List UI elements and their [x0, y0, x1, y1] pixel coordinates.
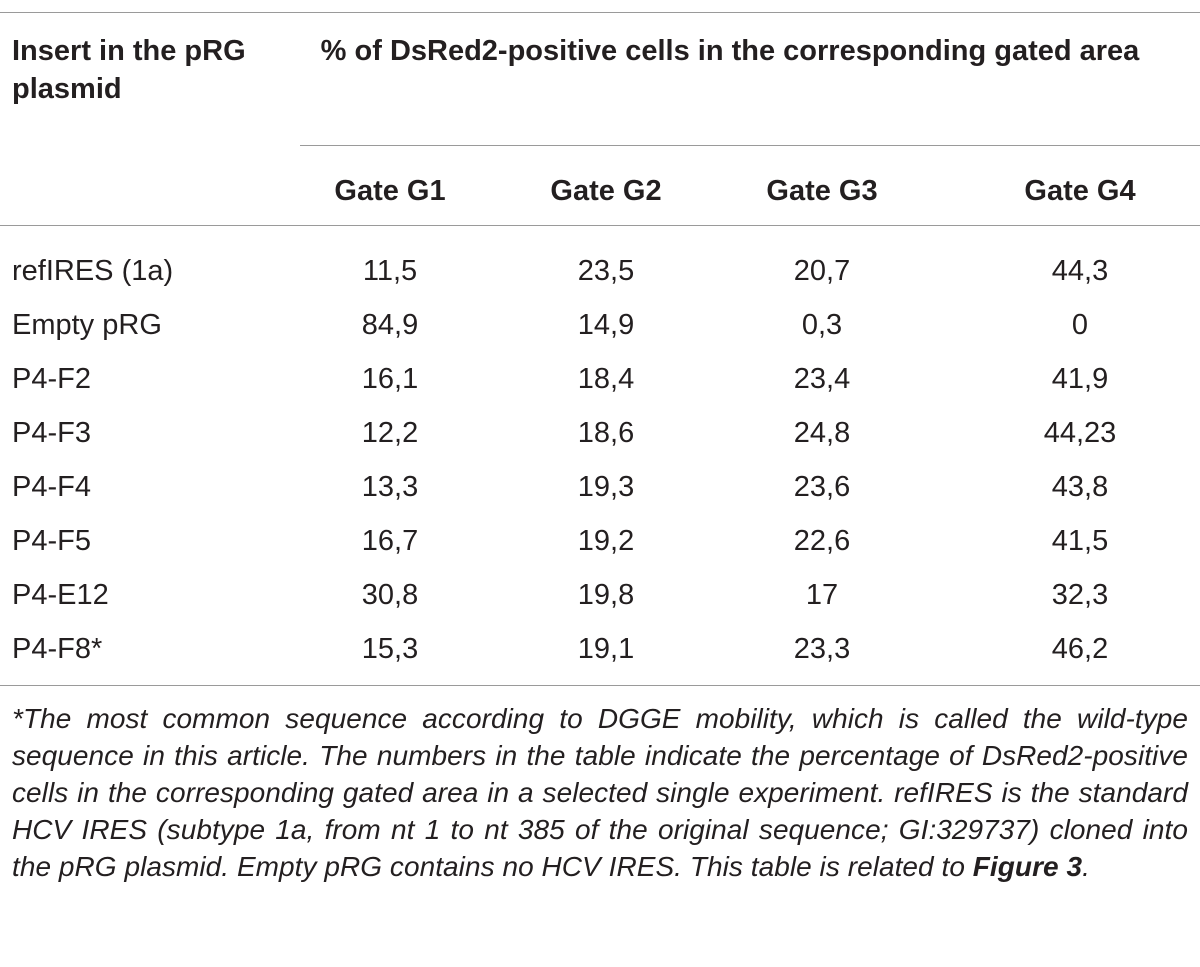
cell-gate-g4: 44,3: [1051, 255, 1109, 287]
footnote-end: .: [1082, 851, 1090, 882]
column-header-gate-g4: Gate G4: [1024, 175, 1136, 207]
figure-reference-link[interactable]: Figure 3: [972, 851, 1083, 882]
cell-gate-g2: 19,1: [577, 633, 635, 665]
cell-gate-g2: 19,2: [577, 525, 635, 557]
table-row: P4-F3 12,2 18,6 24,8 44,23: [0, 406, 1200, 460]
cell-gate-g4: 43,8: [1051, 471, 1109, 503]
cell-gate-g1: 30,8: [361, 579, 419, 611]
column-header-gate-g2: Gate G2: [550, 175, 662, 207]
cell-gate-g1: 15,3: [361, 633, 419, 665]
table-footnote: *The most common sequence according to D…: [12, 700, 1188, 885]
cell-gate-g4: 32,3: [1051, 579, 1109, 611]
cell-gate-g2: 18,4: [577, 363, 635, 395]
table-row: P4-F8* 15,3 19,1 23,3 46,2: [0, 622, 1200, 676]
header-bottom-rule: [0, 225, 1200, 226]
row-label: P4-F5: [12, 525, 91, 557]
table-row: refIRES (1a) 11,5 23,5 20,7 44,3: [0, 244, 1200, 298]
table-row: P4-F4 13,3 19,3 23,6 43,8: [0, 460, 1200, 514]
row-label: Empty pRG: [12, 309, 162, 341]
cell-gate-g4: 41,5: [1051, 525, 1109, 557]
cell-gate-g3: 23,3: [793, 633, 851, 665]
column-header-gate-g3: Gate G3: [766, 175, 878, 207]
column-header-gate-g1: Gate G1: [334, 175, 446, 207]
row-label: P4-E12: [12, 579, 109, 611]
cell-gate-g3: 0,3: [801, 309, 843, 341]
cell-gate-g4: 0: [1071, 309, 1089, 341]
cell-gate-g3: 23,6: [793, 471, 851, 503]
row-label: refIRES (1a): [12, 255, 174, 287]
row-label: P4-F4: [12, 471, 91, 503]
cell-gate-g4: 46,2: [1051, 633, 1109, 665]
cell-gate-g3: 17: [805, 579, 839, 611]
column-header-insert: Insert in the pRG plasmid: [12, 35, 246, 105]
cell-gate-g4: 41,9: [1051, 363, 1109, 395]
cell-gate-g3: 20,7: [793, 255, 851, 287]
row-label: P4-F3: [12, 417, 91, 449]
cell-gate-g1: 11,5: [362, 255, 418, 287]
cell-gate-g2: 23,5: [577, 255, 635, 287]
table-row: Empty pRG 84,9 14,9 0,3 0: [0, 298, 1200, 352]
cell-gate-g4: 44,23: [1043, 417, 1117, 449]
cell-gate-g2: 14,9: [577, 309, 635, 341]
cell-gate-g3: 22,6: [793, 525, 851, 557]
table-row: P4-F5 16,7 19,2 22,6 41,5: [0, 514, 1200, 568]
cell-gate-g1: 16,1: [361, 363, 419, 395]
cell-gate-g1: 84,9: [361, 309, 419, 341]
cell-gate-g3: 23,4: [793, 363, 851, 395]
column-header-percent: % of DsRed2-positive cells in the corres…: [320, 35, 1140, 67]
table-row: P4-E12 30,8 19,8 17 32,3: [0, 568, 1200, 622]
table-row: P4-F2 16,1 18,4 23,4 41,9: [0, 352, 1200, 406]
cell-gate-g1: 12,2: [361, 417, 419, 449]
cell-gate-g1: 16,7: [361, 525, 419, 557]
table-top-rule: [0, 12, 1200, 13]
cell-gate-g2: 18,6: [577, 417, 635, 449]
cell-gate-g2: 19,3: [577, 471, 635, 503]
spanning-header-rule: [300, 145, 1200, 146]
table-bottom-rule: [0, 685, 1200, 686]
row-label: P4-F8*: [12, 633, 103, 665]
cell-gate-g3: 24,8: [793, 417, 851, 449]
cell-gate-g1: 13,3: [361, 471, 419, 503]
cell-gate-g2: 19,8: [577, 579, 635, 611]
row-label: P4-F2: [12, 363, 91, 395]
footnote-text: *The most common sequence according to D…: [12, 703, 1188, 882]
